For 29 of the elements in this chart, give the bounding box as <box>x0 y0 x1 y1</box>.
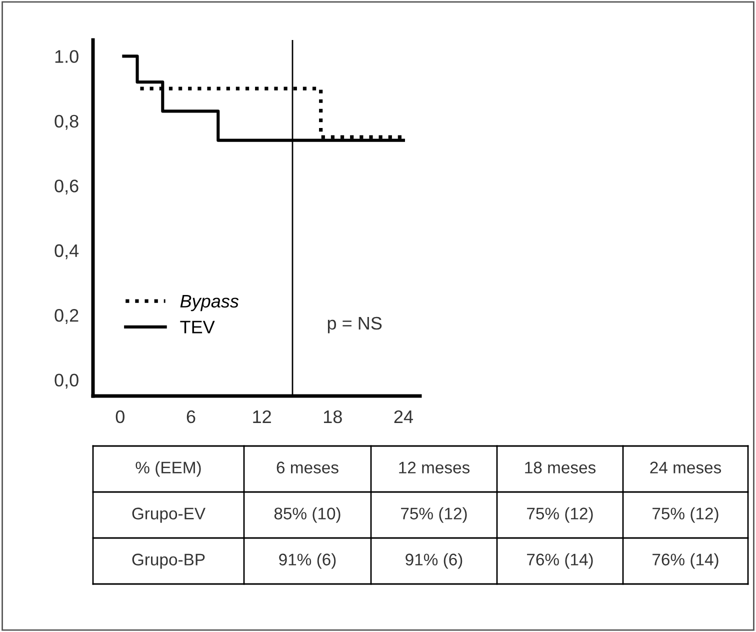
legend-label: TEV <box>180 320 215 334</box>
y-tick-label: 0,6 <box>54 180 78 194</box>
text: Grupo-BP <box>132 554 205 569</box>
text: 76% (14) <box>527 553 593 569</box>
text: 75% (12) <box>652 507 718 523</box>
y-tick-label: 0,4 <box>54 244 79 260</box>
text: 6 meses <box>276 462 338 474</box>
y-tick-label: 0,0 <box>54 374 78 389</box>
x-tick-label: 0 <box>116 410 124 424</box>
text: Grupo-EV <box>132 508 206 523</box>
y-tick-label: 0,2 <box>54 309 78 324</box>
x-tick-label: 18 <box>324 410 342 424</box>
text: 75% (12) <box>527 507 593 523</box>
annotation: p = NS <box>328 316 382 334</box>
x-tick-label: 12 <box>253 410 271 423</box>
text: 91% (6) <box>406 553 462 569</box>
x-tick-label: 6 <box>186 410 196 424</box>
y-tick-label: 1.0 <box>55 50 78 63</box>
legend-label: Bypass <box>180 295 239 312</box>
text: 75% (12) <box>401 507 467 523</box>
text: 85% (10) <box>274 507 340 523</box>
x-tick-label: 24 <box>394 410 413 423</box>
y-tick-label: 0,8 <box>54 114 78 130</box>
text: 76% (14) <box>652 553 718 569</box>
text: 18 meses <box>525 462 596 474</box>
text: 24 meses <box>650 462 722 474</box>
text: 12 meses <box>399 462 470 474</box>
text: % (EEM) <box>136 461 201 477</box>
text: 91% (6) <box>279 553 336 569</box>
